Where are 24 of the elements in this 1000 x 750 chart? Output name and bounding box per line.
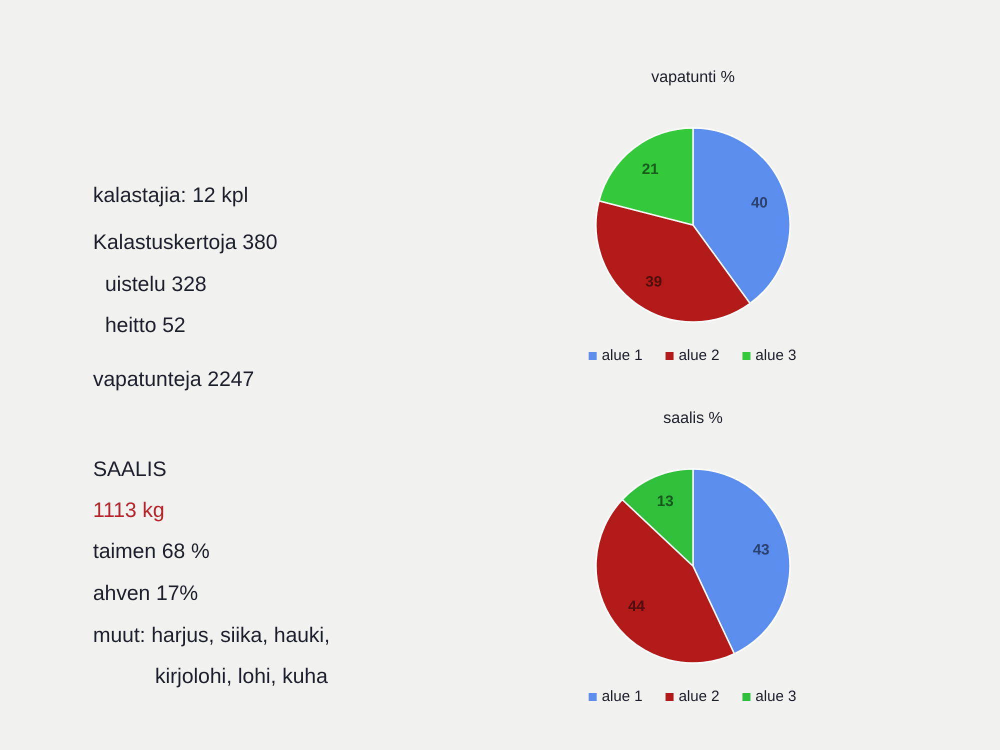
legend-label: alue 3 bbox=[755, 346, 796, 364]
text: vapatunteja 2247 bbox=[93, 368, 254, 391]
legend-label: alue 1 bbox=[602, 346, 643, 364]
legend-label: alue 2 bbox=[678, 346, 720, 364]
text: 1113 kg bbox=[93, 498, 165, 522]
data-label: 39 bbox=[645, 274, 662, 291]
chart-title: saalis % bbox=[663, 410, 723, 428]
data-label: 13 bbox=[656, 492, 674, 510]
data-label: 40 bbox=[751, 194, 768, 212]
chart-title: vapatunti % bbox=[651, 69, 735, 86]
data-label: 21 bbox=[642, 160, 659, 178]
text: muut: harjus, siika, hauki, kirjolohi, lohi, kuha bbox=[93, 624, 330, 688]
text: kalastajia: 12 kpl bbox=[93, 184, 248, 207]
text: ahven 17% bbox=[93, 582, 198, 605]
data-label: 43 bbox=[752, 542, 770, 559]
text: Kalastuskertoja 380 bbox=[93, 230, 278, 254]
text: taimen 68 % bbox=[93, 540, 210, 563]
text: heitto 52 bbox=[105, 314, 186, 337]
text: SAALIS bbox=[93, 458, 167, 481]
legend-label: alue 3 bbox=[755, 688, 796, 705]
text: uistelu 328 bbox=[105, 272, 207, 296]
legend-label: alue 2 bbox=[678, 688, 720, 705]
data-label: 44 bbox=[628, 598, 646, 616]
legend-label: alue 1 bbox=[602, 688, 643, 705]
